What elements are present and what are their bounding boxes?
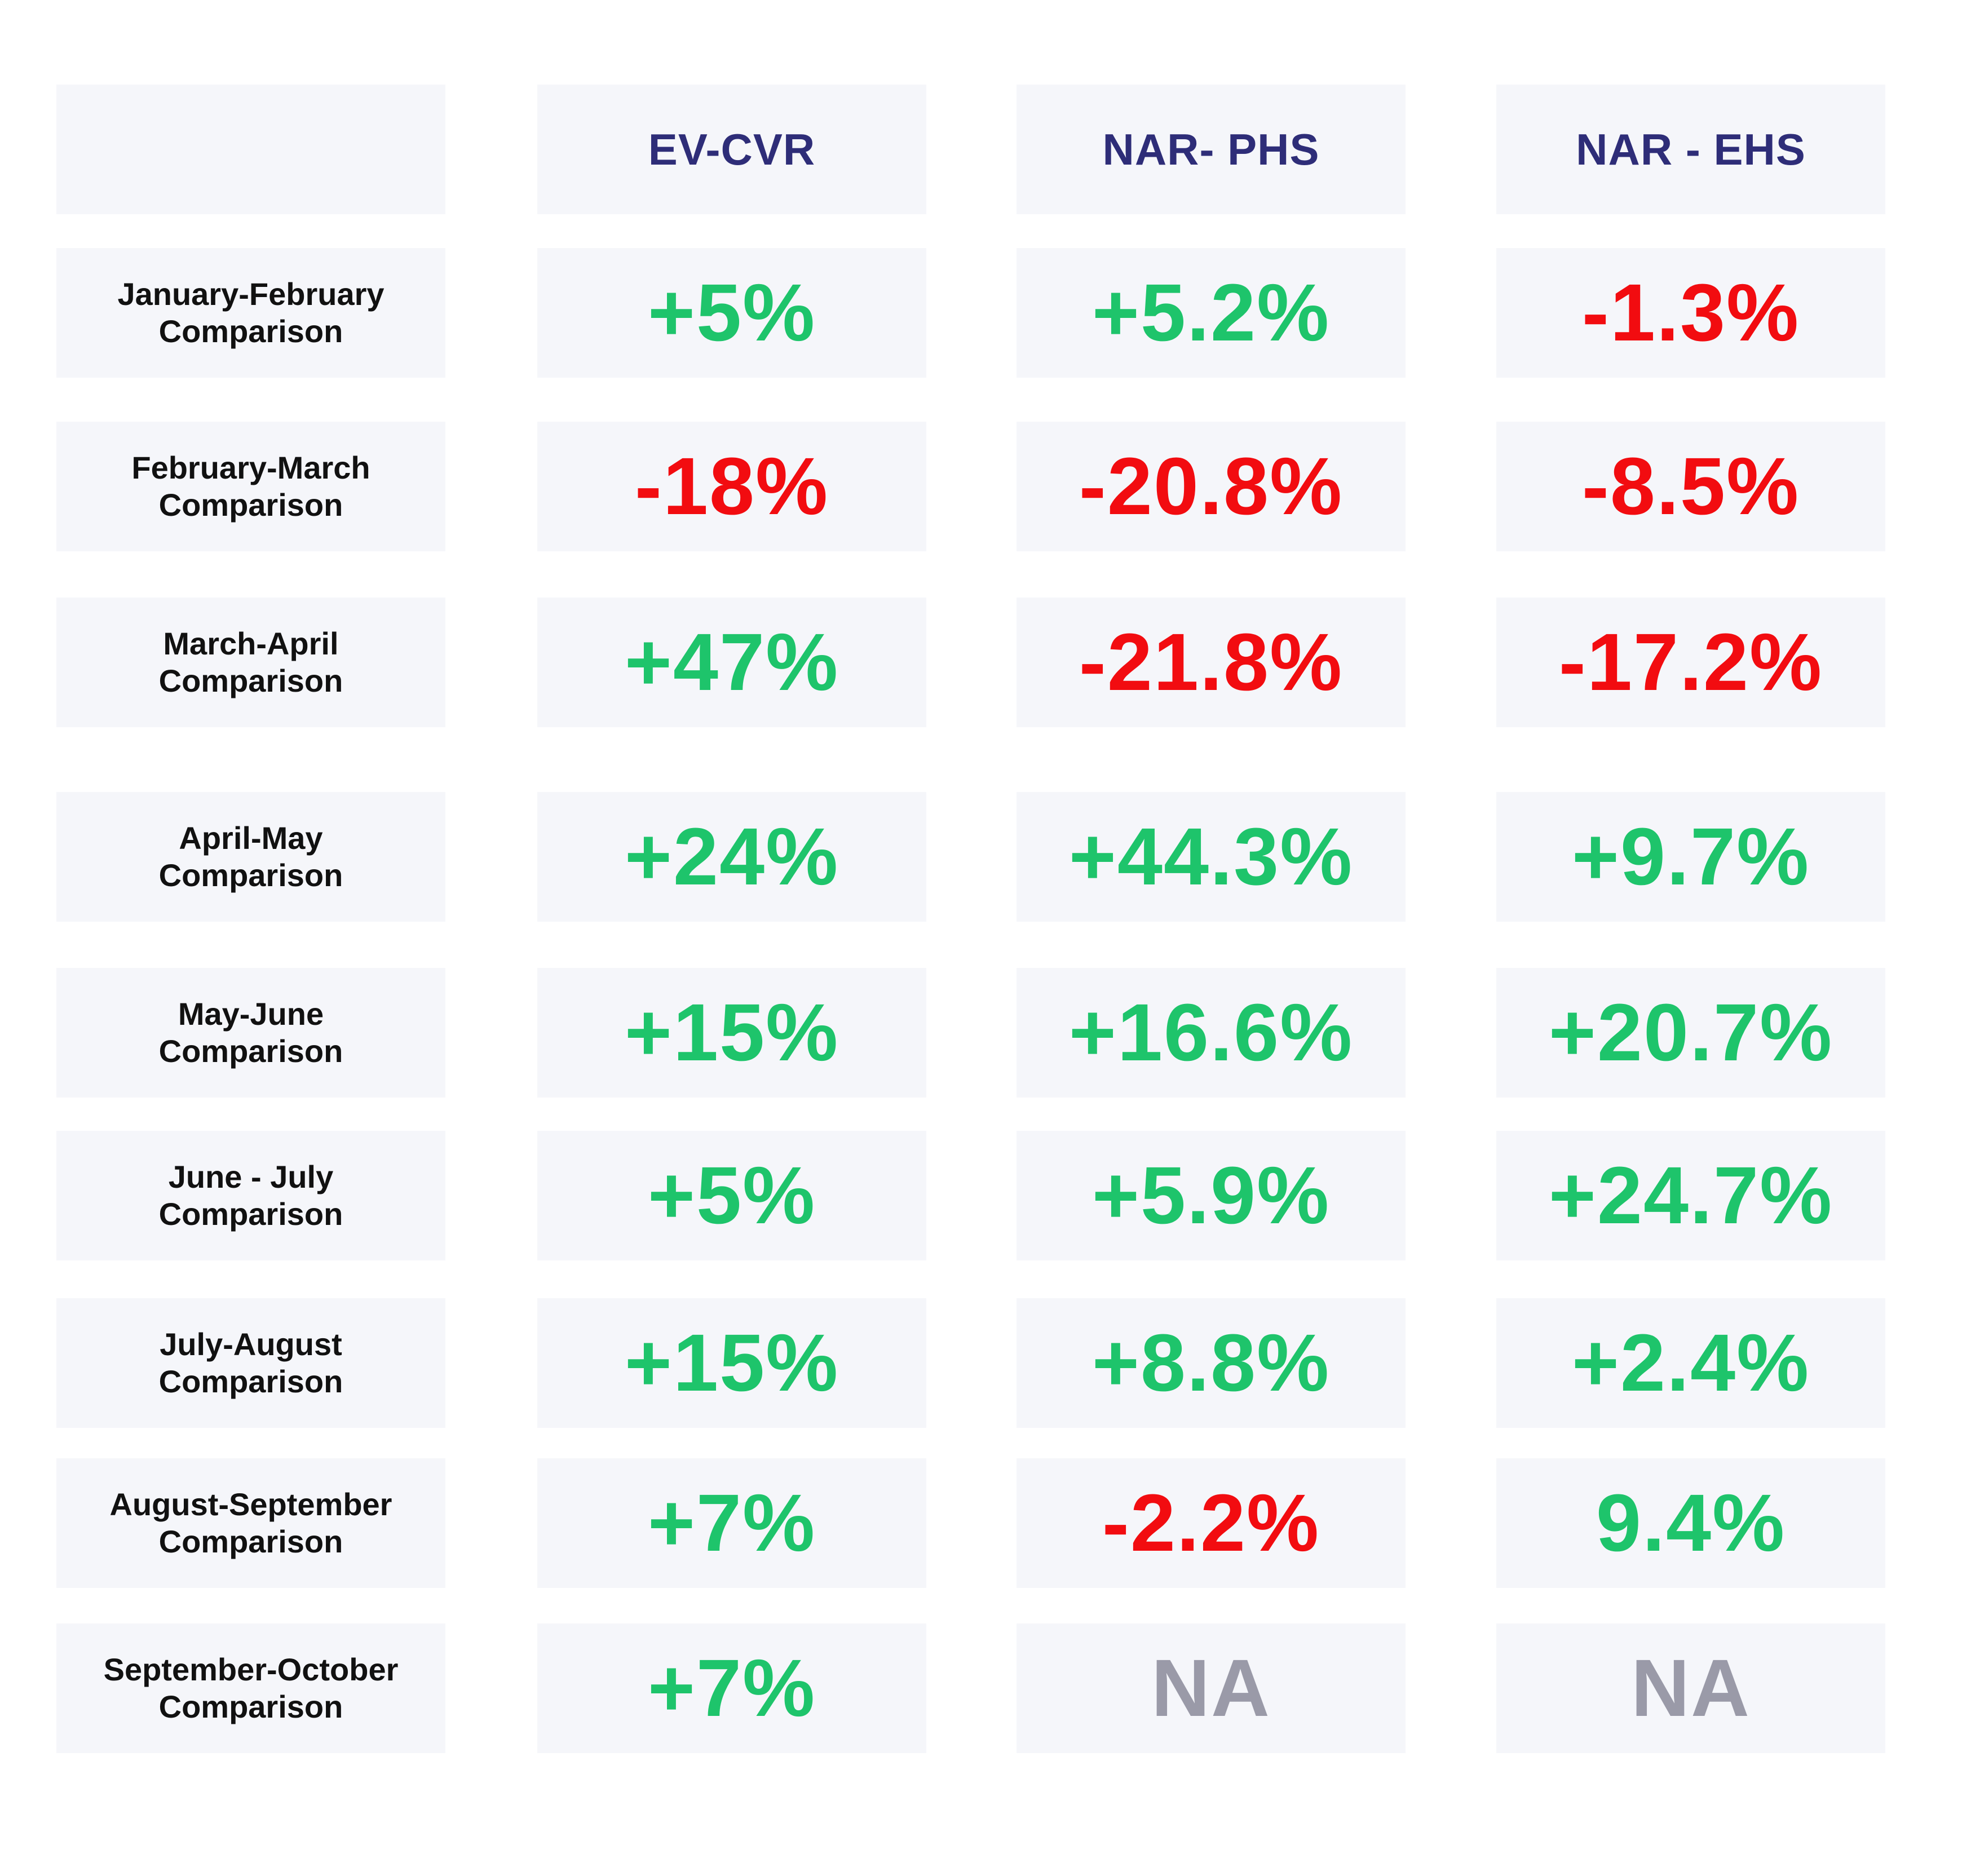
value-label: -1.3% (1581, 267, 1800, 358)
row-label: January-February Comparison (117, 276, 385, 349)
value-cell: -21.8% (1017, 598, 1406, 727)
value-cell: +5.9% (1017, 1131, 1406, 1260)
row-label: April-May Comparison (158, 820, 343, 893)
value-cell: +9.7% (1496, 792, 1885, 922)
value-cell: -8.5% (1496, 422, 1885, 551)
value-label: NA (1151, 1643, 1271, 1733)
value-cell: -18% (537, 422, 926, 551)
row-label-cell: August-September Comparison (56, 1458, 445, 1588)
row-label: June - July Comparison (158, 1159, 343, 1232)
row-label-cell: April-May Comparison (56, 792, 445, 922)
value-cell: -2.2% (1017, 1458, 1406, 1588)
value-label: +5.9% (1091, 1150, 1331, 1241)
value-cell: +7% (537, 1623, 926, 1753)
value-label: +7% (647, 1477, 816, 1568)
value-cell: -20.8% (1017, 422, 1406, 551)
value-cell: +20.7% (1496, 968, 1885, 1098)
row-label-cell: March-April Comparison (56, 598, 445, 727)
row-label-cell: September-October Comparison (56, 1623, 445, 1753)
value-label: -17.2% (1558, 617, 1823, 707)
value-cell: NA (1496, 1623, 1885, 1753)
value-label: +47% (624, 617, 839, 707)
value-label: +24% (624, 811, 839, 902)
value-cell: +44.3% (1017, 792, 1406, 922)
row-label-cell: February-March Comparison (56, 422, 445, 551)
value-label: +16.6% (1068, 987, 1354, 1078)
value-cell: +15% (537, 1298, 926, 1428)
value-cell: +24% (537, 792, 926, 922)
value-label: +5% (647, 1150, 816, 1241)
value-label: 9.4% (1596, 1477, 1786, 1568)
value-cell: +16.6% (1017, 968, 1406, 1098)
value-label: +15% (624, 1317, 839, 1408)
row-label: August-September Comparison (109, 1486, 392, 1559)
value-cell: +5% (537, 248, 926, 378)
value-cell: +8.8% (1017, 1298, 1406, 1428)
row-label-cell: May-June Comparison (56, 968, 445, 1098)
value-label: -8.5% (1581, 441, 1800, 532)
value-cell: 9.4% (1496, 1458, 1885, 1588)
value-label: +5.2% (1091, 267, 1331, 358)
column-header-2: NAR- PHS (1017, 85, 1406, 214)
value-label: -18% (634, 441, 829, 532)
value-label: +24.7% (1548, 1150, 1833, 1241)
value-label: -2.2% (1102, 1477, 1320, 1568)
value-cell: +7% (537, 1458, 926, 1588)
value-label: +7% (647, 1643, 816, 1733)
row-label: May-June Comparison (158, 996, 343, 1069)
value-label: -21.8% (1079, 617, 1344, 707)
value-label: +5% (647, 267, 816, 358)
row-label-cell: July-August Comparison (56, 1298, 445, 1428)
column-header-3: NAR - EHS (1496, 85, 1885, 214)
value-label: -20.8% (1079, 441, 1344, 532)
value-cell: +5.2% (1017, 248, 1406, 378)
value-label: +9.7% (1571, 811, 1810, 902)
column-header-1: EV-CVR (537, 85, 926, 214)
header-corner-cell (56, 85, 445, 214)
value-label: +8.8% (1091, 1317, 1331, 1408)
row-label-cell: June - July Comparison (56, 1131, 445, 1260)
value-cell: +47% (537, 598, 926, 727)
row-label: February-March Comparison (131, 450, 370, 523)
value-cell: +24.7% (1496, 1131, 1885, 1260)
column-header-label: NAR - EHS (1576, 124, 1806, 174)
row-label: July-August Comparison (158, 1326, 343, 1399)
value-label: NA (1631, 1643, 1751, 1733)
row-label: September-October Comparison (103, 1652, 399, 1724)
value-cell: NA (1017, 1623, 1406, 1753)
value-cell: +5% (537, 1131, 926, 1260)
value-label: +2.4% (1571, 1317, 1810, 1408)
value-cell: -17.2% (1496, 598, 1885, 727)
column-header-label: EV-CVR (648, 124, 816, 174)
value-cell: +2.4% (1496, 1298, 1885, 1428)
value-cell: -1.3% (1496, 248, 1885, 378)
row-label: March-April Comparison (158, 626, 343, 698)
value-label: +15% (624, 987, 839, 1078)
row-label-cell: January-February Comparison (56, 248, 445, 378)
value-cell: +15% (537, 968, 926, 1098)
column-header-label: NAR- PHS (1102, 124, 1320, 174)
value-label: +44.3% (1068, 811, 1354, 902)
value-label: +20.7% (1548, 987, 1833, 1078)
